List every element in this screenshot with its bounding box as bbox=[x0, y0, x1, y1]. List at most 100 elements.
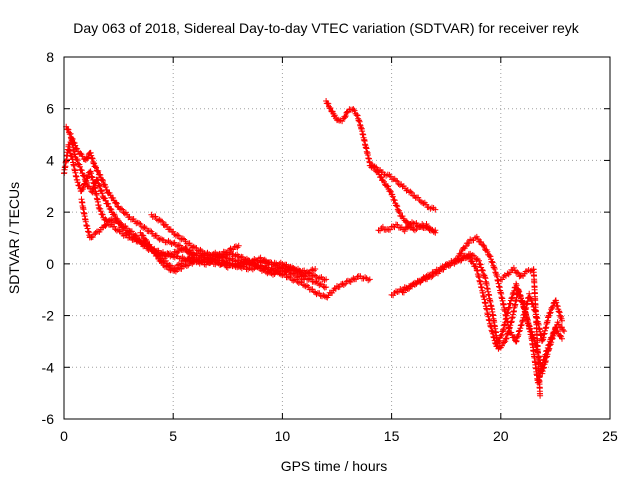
data-point bbox=[466, 240, 473, 247]
data-point bbox=[97, 183, 103, 190]
data-point bbox=[295, 280, 302, 286]
data-point bbox=[452, 259, 459, 266]
data-point bbox=[218, 252, 224, 259]
data-point bbox=[164, 263, 171, 270]
data-point bbox=[407, 188, 414, 195]
data-point bbox=[237, 254, 244, 261]
data-point bbox=[190, 243, 197, 250]
data-point bbox=[302, 283, 309, 290]
data-point bbox=[83, 179, 90, 186]
data-point bbox=[102, 222, 109, 229]
data-point bbox=[158, 258, 165, 265]
data-point bbox=[261, 256, 268, 263]
data-point bbox=[559, 317, 565, 324]
data-point bbox=[557, 332, 564, 339]
data-point bbox=[487, 253, 494, 260]
data-point bbox=[75, 160, 81, 167]
data-point bbox=[480, 242, 487, 249]
data-point bbox=[342, 113, 349, 119]
data-point bbox=[110, 211, 117, 218]
data-point bbox=[171, 267, 178, 274]
data-point bbox=[325, 100, 332, 107]
data-point bbox=[514, 269, 521, 276]
data-point bbox=[387, 187, 394, 194]
data-point bbox=[97, 172, 104, 178]
x-tick-label: 5 bbox=[169, 428, 177, 444]
data-point bbox=[80, 184, 87, 191]
data-point bbox=[393, 177, 399, 184]
data-point bbox=[419, 224, 426, 231]
data-point bbox=[107, 205, 114, 212]
data-point bbox=[271, 263, 278, 270]
x-tick-label: 15 bbox=[384, 428, 400, 444]
data-point bbox=[86, 183, 93, 190]
data-point bbox=[513, 282, 520, 289]
data-point bbox=[89, 234, 96, 240]
data-point bbox=[148, 244, 155, 251]
data-point bbox=[408, 189, 415, 196]
data-point bbox=[119, 206, 126, 213]
data-point bbox=[457, 251, 464, 258]
data-point bbox=[100, 177, 106, 184]
data-point bbox=[393, 202, 400, 209]
data-point bbox=[420, 200, 427, 207]
data-point bbox=[74, 179, 81, 186]
series-track-b bbox=[63, 123, 373, 301]
grid-lines bbox=[64, 57, 610, 419]
data-point bbox=[299, 281, 306, 288]
data-point bbox=[405, 286, 411, 292]
data-point bbox=[340, 282, 347, 288]
data-point bbox=[186, 254, 193, 261]
data-point bbox=[138, 239, 145, 246]
data-point bbox=[306, 275, 313, 282]
data-point bbox=[559, 335, 565, 342]
data-point bbox=[172, 248, 179, 255]
data-point bbox=[375, 167, 382, 174]
series-track-h bbox=[366, 162, 439, 213]
data-point bbox=[103, 221, 110, 228]
data-point bbox=[421, 275, 428, 282]
data-point bbox=[515, 288, 522, 295]
data-point bbox=[140, 232, 147, 239]
data-point bbox=[81, 173, 88, 180]
data-point bbox=[97, 208, 104, 215]
data-point bbox=[147, 243, 154, 250]
data-point bbox=[351, 107, 358, 114]
data-point bbox=[396, 209, 403, 216]
data-point bbox=[182, 244, 189, 251]
data-point bbox=[113, 227, 120, 234]
series-track-g bbox=[323, 98, 439, 236]
y-tick-label: 0 bbox=[46, 256, 54, 272]
data-point bbox=[415, 278, 422, 285]
x-tick-label: 0 bbox=[60, 428, 68, 444]
data-point bbox=[554, 328, 561, 335]
series-track-i bbox=[375, 219, 439, 235]
data-points bbox=[61, 98, 568, 399]
data-point bbox=[132, 232, 139, 239]
y-tick-label: 4 bbox=[46, 152, 54, 168]
data-point bbox=[498, 331, 505, 338]
data-point bbox=[197, 246, 204, 253]
data-point bbox=[440, 266, 447, 273]
data-point bbox=[73, 156, 80, 162]
data-point bbox=[175, 232, 182, 239]
data-point bbox=[323, 284, 330, 291]
data-point bbox=[313, 291, 320, 298]
data-point bbox=[560, 326, 566, 333]
data-point bbox=[312, 279, 319, 286]
data-point bbox=[95, 204, 102, 211]
data-point bbox=[432, 227, 439, 234]
data-point bbox=[72, 142, 79, 149]
data-point bbox=[385, 183, 391, 190]
data-point bbox=[159, 218, 166, 225]
data-point bbox=[320, 283, 327, 290]
data-point bbox=[70, 139, 77, 146]
data-point bbox=[74, 157, 81, 164]
data-point bbox=[405, 224, 411, 231]
data-point bbox=[415, 194, 422, 201]
data-point bbox=[501, 339, 508, 346]
data-point bbox=[321, 293, 328, 300]
data-point bbox=[179, 235, 186, 242]
chart-title: Day 063 of 2018, Sidereal Day-to-day VTE… bbox=[73, 20, 579, 36]
